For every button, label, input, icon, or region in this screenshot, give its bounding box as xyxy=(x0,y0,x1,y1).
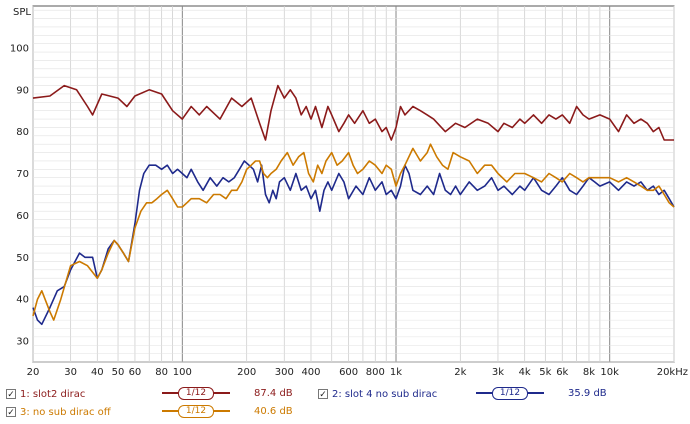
x-tick-label: 200 xyxy=(237,367,256,378)
smoothing-line xyxy=(214,392,230,394)
legend-smoothing-3[interactable]: 1/12 xyxy=(162,405,230,418)
y-axis-label: SPL xyxy=(13,7,31,18)
y-tick-label: 70 xyxy=(16,169,29,180)
series-line-1 xyxy=(32,84,674,141)
x-tick-labels: 20 30 40 50 60 80 100 200 300 400 600 800 1k 2k 3k 4k 5k… xyxy=(27,367,688,378)
smoothing-line xyxy=(528,392,544,394)
plot-area xyxy=(32,5,675,363)
y-tick-labels: 30 40 50 60 70 80 90 100 xyxy=(10,43,29,347)
y-tick-label: 80 xyxy=(16,127,29,138)
legend-label-1: 1: slot2 dirac xyxy=(20,388,86,400)
legend: ✓ 1: slot2 dirac 1/12 87.4 dB ✓ 2: slot … xyxy=(0,381,690,424)
x-tick-label: 4k xyxy=(519,367,531,378)
grid-lines xyxy=(32,6,675,363)
x-tick-label: 80 xyxy=(155,367,168,378)
x-tick-label: 50 xyxy=(112,367,125,378)
x-tick-label: 600 xyxy=(339,367,358,378)
y-tick-label: 30 xyxy=(16,337,29,348)
x-tick-label: 2k xyxy=(454,367,466,378)
legend-smoothing-2[interactable]: 1/12 xyxy=(476,387,544,400)
legend-label-2: 2: slot 4 no sub dirac xyxy=(332,388,438,400)
y-tick-label: 50 xyxy=(16,253,29,264)
y-tick-label: 100 xyxy=(10,43,29,54)
legend-value-2: 35.9 dB xyxy=(568,388,607,399)
x-tick-label: 100 xyxy=(173,367,192,378)
series-line-2 xyxy=(32,160,675,326)
x-tick-label: 5k xyxy=(539,367,551,378)
smoothing-line xyxy=(214,410,230,412)
x-tick-label: 30 xyxy=(64,367,77,378)
legend-checkbox-1[interactable]: ✓ xyxy=(6,389,16,400)
series-line-3 xyxy=(32,143,675,321)
x-tick-label: 800 xyxy=(366,367,385,378)
y-tick-label: 40 xyxy=(16,295,29,306)
legend-item-1[interactable]: ✓ 1: slot2 dirac xyxy=(6,386,85,402)
x-tick-label: 6k xyxy=(556,367,568,378)
smoothing-line xyxy=(476,392,492,394)
x-tick-label: 40 xyxy=(91,367,104,378)
x-tick-label: 60 xyxy=(129,367,142,378)
legend-label-3: 3: no sub dirac off xyxy=(20,406,111,418)
legend-item-2[interactable]: ✓ 2: slot 4 no sub dirac xyxy=(318,386,437,402)
series-group xyxy=(32,84,675,326)
legend-checkbox-3[interactable]: ✓ xyxy=(6,407,16,418)
spl-chart: 30 40 50 60 70 80 90 100 20 30 40 50 60 80 100 200 300 4… xyxy=(10,5,688,378)
x-tick-label: 3k xyxy=(492,367,504,378)
legend-smoothing-1[interactable]: 1/12 xyxy=(162,387,230,400)
legend-value-3: 40.6 dB xyxy=(254,406,293,417)
x-tick-label: 1k xyxy=(390,367,402,378)
x-tick-label: 20kHz xyxy=(657,367,688,378)
legend-checkbox-2[interactable]: ✓ xyxy=(318,389,328,400)
y-tick-label: 90 xyxy=(16,85,29,96)
x-tick-label: 10k xyxy=(600,367,619,378)
y-tick-label: 60 xyxy=(16,211,29,222)
legend-value-1: 87.4 dB xyxy=(254,388,293,399)
x-tick-label: 20 xyxy=(27,367,40,378)
x-tick-label: 400 xyxy=(301,367,320,378)
x-tick-label: 8k xyxy=(583,367,595,378)
smoothing-line xyxy=(162,392,178,394)
legend-item-3[interactable]: ✓ 3: no sub dirac off xyxy=(6,404,111,420)
smoothing-line xyxy=(162,410,178,412)
x-tick-label: 300 xyxy=(275,367,294,378)
